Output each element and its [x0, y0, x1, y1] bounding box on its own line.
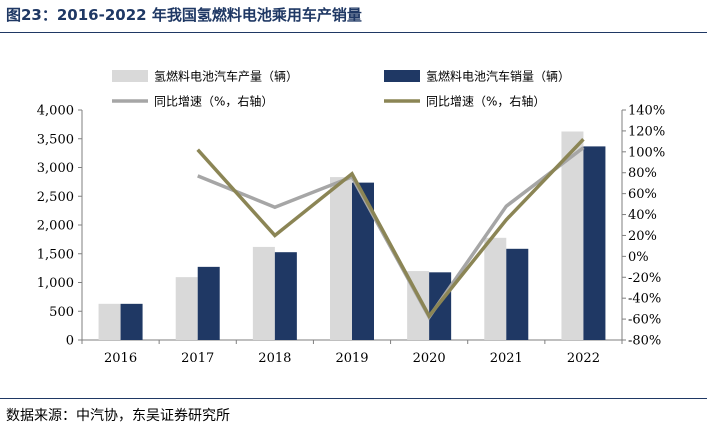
left-axis-tick-label: 4,000 — [37, 104, 74, 119]
right-axis-tick-label: 60% — [628, 187, 657, 202]
left-axis-tick-label: 3,500 — [37, 132, 74, 147]
right-axis-tick-label: 40% — [628, 208, 657, 223]
production-bar — [98, 303, 121, 340]
sales-bar — [274, 252, 297, 340]
x-axis-tick-label: 2017 — [181, 351, 214, 366]
left-axis-tick-label: 0 — [66, 334, 74, 349]
right-axis-tick-label: -20% — [628, 271, 661, 286]
legend-sales-swatch — [384, 70, 420, 82]
legend-production-label: 氢燃料电池汽车产量（辆） — [154, 69, 298, 84]
left-axis-tick-label: 1,000 — [37, 276, 74, 291]
title-rule — [0, 32, 707, 33]
legend-production-growth-label: 同比增速（%，右轴） — [154, 94, 273, 109]
right-axis-tick-label: 20% — [628, 229, 657, 244]
left-axis-tick-label: 1,500 — [37, 247, 74, 262]
production-bar — [484, 237, 507, 340]
right-axis-tick-label: -80% — [628, 334, 661, 349]
legend-production-swatch — [112, 70, 148, 82]
right-axis-tick-label: 120% — [628, 124, 665, 139]
sales-bar — [197, 266, 220, 340]
left-axis-tick-label: 500 — [49, 305, 74, 320]
source-rule — [0, 398, 707, 399]
sales-bar — [352, 182, 374, 340]
production-bar — [330, 177, 352, 340]
left-axis-tick-label: 2,000 — [37, 219, 74, 234]
left-axis-tick-label: 2,500 — [37, 190, 74, 205]
figure-title: 图23：2016-2022 年我国氢燃料电池乘用车产销量 — [6, 6, 362, 24]
x-axis-tick-label: 2022 — [567, 351, 600, 366]
sales-growth-line — [196, 138, 585, 320]
right-axis-tick-label: 80% — [628, 166, 657, 181]
sales-bar — [120, 303, 143, 340]
right-axis-tick-label: -60% — [628, 313, 661, 328]
production-bar — [175, 277, 198, 340]
production-bar — [252, 246, 275, 340]
legend-sales-growth-label: 同比增速（%，右轴） — [426, 94, 545, 109]
x-axis-tick-label: 2018 — [258, 351, 291, 366]
right-axis-tick-label: -40% — [628, 292, 661, 307]
source-note: 数据来源：中汽协，东吴证券研究所 — [6, 408, 230, 424]
x-axis-tick-label: 2021 — [490, 351, 523, 366]
sales-bar — [429, 272, 452, 340]
right-axis-tick-label: 100% — [628, 145, 665, 160]
x-axis-tick-label: 2019 — [335, 351, 368, 366]
right-axis-tick-label: 140% — [628, 104, 665, 119]
sales-bar — [583, 146, 606, 340]
left-axis-tick-label: 3,000 — [37, 161, 74, 176]
sales-bar — [506, 248, 529, 340]
production-bar — [561, 131, 584, 340]
right-axis-tick-label: 0% — [628, 250, 649, 265]
legend-sales-label: 氢燃料电池汽车销量（辆） — [426, 69, 570, 84]
x-axis-tick-label: 2020 — [413, 351, 446, 366]
x-axis-tick-label: 2016 — [104, 351, 137, 366]
